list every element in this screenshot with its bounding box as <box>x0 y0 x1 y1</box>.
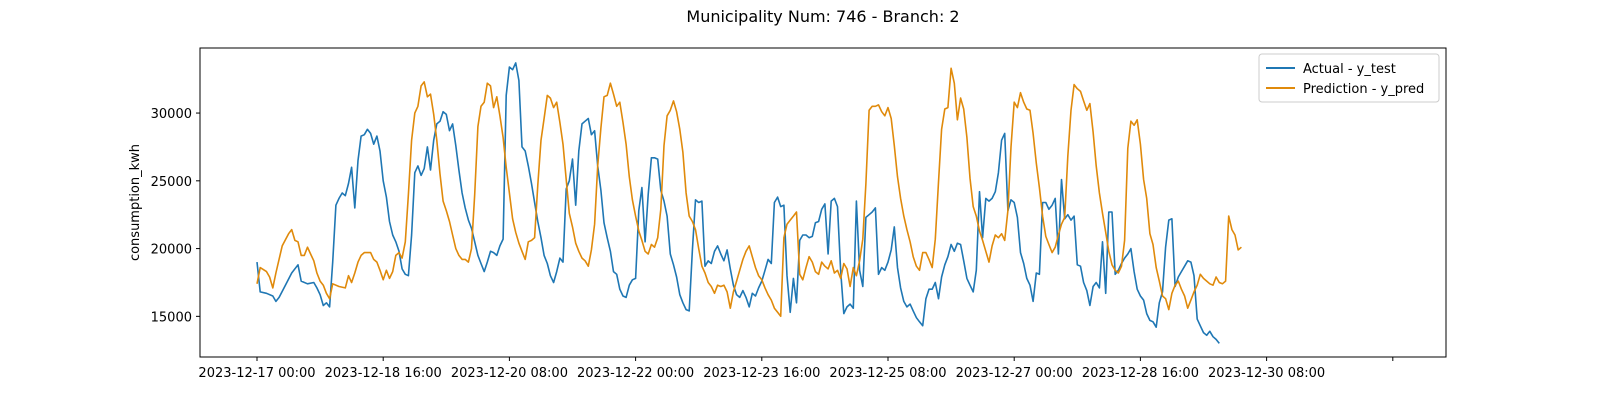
y-tick-label: 15000 <box>151 310 192 325</box>
y-axis-ticks: 15000 20000 25000 30000 <box>151 107 200 325</box>
plot-area <box>256 62 1242 344</box>
x-tick-label: 2023-12-17 00:00 <box>198 366 315 381</box>
plot-frame <box>199 47 1447 358</box>
legend-label: Prediction - y_pred <box>1303 82 1424 97</box>
series-line-prediction <box>256 67 1242 318</box>
series-line-actual <box>256 62 1220 344</box>
x-axis-ticks: 2023-12-17 00:00 2023-12-18 16:00 2023-12-… <box>198 357 1394 381</box>
legend-box <box>1258 53 1440 103</box>
legend: Actual - y_test Prediction - y_pred <box>1258 53 1440 103</box>
x-tick-label: 2023-12-25 08:00 <box>829 366 946 381</box>
x-tick-label: 2023-12-20 08:00 <box>451 366 568 381</box>
y-tick-label: 25000 <box>151 175 192 190</box>
y-tick-label: 30000 <box>151 107 192 122</box>
legend-label: Actual - y_test <box>1303 62 1396 77</box>
x-tick-label: 2023-12-27 00:00 <box>956 366 1073 381</box>
x-tick-label: 2023-12-23 16:00 <box>703 366 820 381</box>
x-tick-label: 2023-12-30 08:00 <box>1208 366 1325 381</box>
chart-title: Municipality Num: 746 - Branch: 2 <box>686 7 959 26</box>
y-axis-label: consumption_kwh <box>128 144 143 261</box>
x-tick-label: 2023-12-28 16:00 <box>1082 366 1199 381</box>
x-tick-label: 2023-12-22 00:00 <box>577 366 694 381</box>
x-tick-label: 2023-12-18 16:00 <box>325 366 442 381</box>
y-tick-label: 20000 <box>151 243 192 258</box>
